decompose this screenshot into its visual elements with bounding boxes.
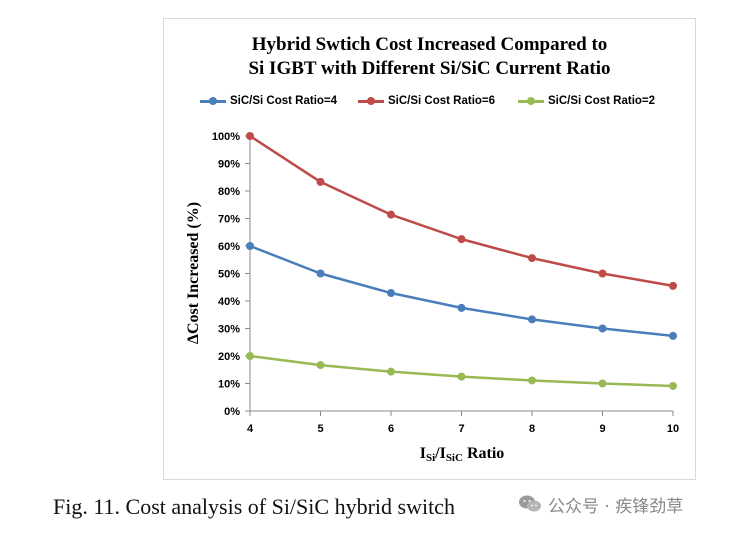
data-point-ratio4 xyxy=(528,315,536,324)
legend-swatch-ratio4 xyxy=(200,93,226,109)
x-tick-label: 7 xyxy=(458,423,464,435)
data-point-ratio2 xyxy=(387,367,395,376)
legend-label-ratio4: SiC/Si Cost Ratio=4 xyxy=(230,95,338,107)
x-axis-label-sub2: SiC xyxy=(446,452,463,464)
series-line-ratio4 xyxy=(249,244,674,338)
data-point-ratio4 xyxy=(316,269,325,278)
data-point-ratio4 xyxy=(246,242,254,250)
legend-label-ratio2: SiC/Si Cost Ratio=2 xyxy=(548,95,656,107)
legend-item-ratio4: SiC/Si Cost Ratio=4 xyxy=(200,93,337,109)
data-point-ratio6 xyxy=(669,281,677,290)
data-point-ratio2 xyxy=(669,381,677,390)
chart-title-line1: Hybrid Swtich Cost Increased Compared to xyxy=(251,34,608,55)
x-axis-label-slash: /I xyxy=(434,445,446,462)
x-axis-label-suffix: Ratio xyxy=(463,445,504,462)
x-axis-label-sub1: Si xyxy=(426,452,435,464)
data-point-ratio4 xyxy=(387,289,395,298)
watermark: 公众号 · 疾锋劲草 xyxy=(518,490,683,518)
y-tick-label: 100% xyxy=(212,131,240,143)
data-point-ratio6 xyxy=(598,269,607,278)
legend-swatch-ratio6 xyxy=(358,93,384,109)
y-tick-label: 30% xyxy=(218,324,240,336)
y-tick-label: 70% xyxy=(218,214,240,226)
y-tick-label: 60% xyxy=(218,241,240,253)
data-point-ratio2 xyxy=(316,361,325,370)
chart-title: Hybrid Swtich Cost Increased Compared to… xyxy=(163,33,696,81)
x-tick-label: 8 xyxy=(529,423,535,435)
x-tick-label: 6 xyxy=(388,423,394,435)
chart-legend: SiC/Si Cost Ratio=4 SiC/Si Cost Ratio=6 … xyxy=(200,93,680,109)
chart-ticks: 0% 10% 20% 30% 40% 50% 60% 70% 80% 90% 100% 4 5 6 7 8 9 1… xyxy=(212,131,679,435)
wechat-icon xyxy=(519,495,541,512)
x-tick-label: 9 xyxy=(599,423,605,435)
x-tick-label: 4 xyxy=(247,423,254,435)
data-point-ratio2 xyxy=(246,352,254,360)
figure-caption: Fig. 11. Cost analysis of Si/SiC hybrid … xyxy=(53,494,455,519)
data-point-ratio4 xyxy=(669,331,677,340)
data-point-ratio6 xyxy=(246,132,254,140)
data-point-ratio4 xyxy=(598,324,607,333)
legend-item-ratio6: SiC/Si Cost Ratio=6 xyxy=(358,93,495,109)
data-point-ratio6 xyxy=(528,254,536,263)
legend-item-ratio2: SiC/Si Cost Ratio=2 xyxy=(518,93,655,109)
y-tick-label: 20% xyxy=(218,351,240,363)
y-axis-label: ΔCost Increased (%) xyxy=(185,202,202,344)
x-tick-label: 5 xyxy=(317,423,323,435)
data-point-ratio2 xyxy=(528,376,536,385)
y-tick-label: 0% xyxy=(224,406,240,418)
data-point-ratio2 xyxy=(598,379,607,388)
y-tick-label: 90% xyxy=(218,159,240,171)
legend-swatch-ratio2 xyxy=(518,93,544,109)
y-tick-label: 50% xyxy=(218,269,240,281)
x-tick-label: 10 xyxy=(667,423,679,435)
y-tick-label: 10% xyxy=(218,379,240,391)
data-point-ratio2 xyxy=(457,372,466,381)
x-axis-label-main: I xyxy=(420,445,426,462)
series-line-ratio6 xyxy=(249,134,674,288)
x-axis-label: ISi/ISiC Ratio xyxy=(420,445,505,464)
data-point-ratio4 xyxy=(457,303,466,312)
data-point-ratio6 xyxy=(457,235,466,244)
watermark-text: 公众号 · 疾锋劲草 xyxy=(548,496,684,517)
data-point-ratio6 xyxy=(316,177,325,186)
y-tick-label: 40% xyxy=(218,296,240,308)
chart-series xyxy=(246,132,677,390)
series-line-ratio2 xyxy=(249,354,674,388)
legend-label-ratio6: SiC/Si Cost Ratio=6 xyxy=(388,95,496,107)
y-tick-label: 80% xyxy=(218,186,240,198)
chart-title-line2: Si IGBT with Different Si/SiC Current Ra… xyxy=(248,58,611,79)
data-point-ratio6 xyxy=(387,210,395,219)
